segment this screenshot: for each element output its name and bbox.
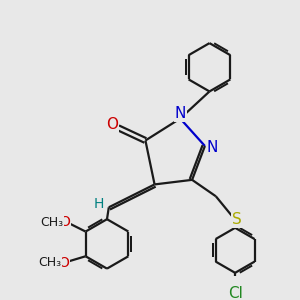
- Text: H: H: [94, 197, 104, 211]
- Text: N: N: [207, 140, 218, 155]
- Text: CH₃: CH₃: [40, 216, 63, 229]
- Text: Cl: Cl: [228, 286, 242, 300]
- Text: O: O: [106, 117, 118, 132]
- Text: O: O: [60, 215, 70, 230]
- Text: CH₃: CH₃: [39, 256, 62, 269]
- Text: O: O: [58, 256, 69, 270]
- Text: N: N: [175, 106, 186, 121]
- Text: S: S: [232, 212, 242, 227]
